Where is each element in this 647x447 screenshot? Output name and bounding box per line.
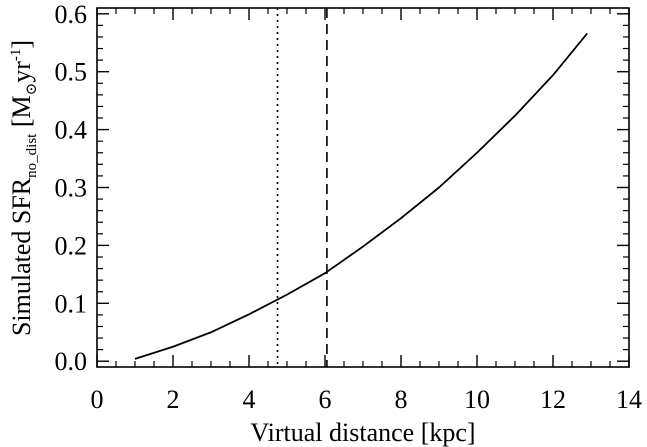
y-axis-title: Simulated SFRno_dist [M⊙yr-1] bbox=[7, 40, 40, 336]
y-axis-title-unit-yr: yr bbox=[7, 61, 36, 83]
y-tick-label: 0.0 bbox=[55, 347, 88, 376]
y-tick-label: 0.4 bbox=[55, 116, 88, 145]
x-tick-label: 4 bbox=[243, 385, 256, 414]
x-tick-labels: 0 2 4 6 8 10 12 14 bbox=[91, 385, 643, 414]
x-tick-label: 8 bbox=[395, 385, 408, 414]
series-line-0 bbox=[135, 33, 587, 358]
y-tick-label: 0.6 bbox=[55, 0, 88, 29]
y-axis-title-unit-exp: -1 bbox=[8, 49, 24, 62]
x-tick-label: 12 bbox=[540, 385, 566, 414]
x-tick-label: 0 bbox=[91, 385, 104, 414]
x-tick-label: 14 bbox=[616, 385, 642, 414]
y-tick-label: 0.1 bbox=[55, 289, 88, 318]
y-axis-title-sun-symbol: ⊙ bbox=[24, 83, 40, 96]
reference-lines bbox=[278, 8, 327, 367]
y-axis-title-subscript: no_dist bbox=[24, 133, 40, 178]
x-tick-label: 6 bbox=[319, 385, 332, 414]
y-axis-title-unit-open: [M bbox=[7, 95, 36, 133]
ticks-layer bbox=[97, 8, 629, 367]
series-layer bbox=[135, 33, 587, 358]
y-axis-title-main: Simulated SFR bbox=[7, 177, 36, 336]
y-tick-label: 0.3 bbox=[55, 174, 88, 203]
x-axis-title: Virtual distance [kpc] bbox=[250, 418, 475, 447]
y-axis-title-unit-close: ] bbox=[7, 40, 36, 49]
x-tick-label: 10 bbox=[464, 385, 490, 414]
y-tick-label: 0.2 bbox=[55, 231, 88, 260]
plot-frame bbox=[97, 8, 629, 367]
y-tick-labels: 0.0 0.1 0.2 0.3 0.4 0.5 0.6 bbox=[55, 0, 88, 376]
y-tick-label: 0.5 bbox=[55, 58, 88, 87]
x-tick-label: 2 bbox=[167, 385, 180, 414]
